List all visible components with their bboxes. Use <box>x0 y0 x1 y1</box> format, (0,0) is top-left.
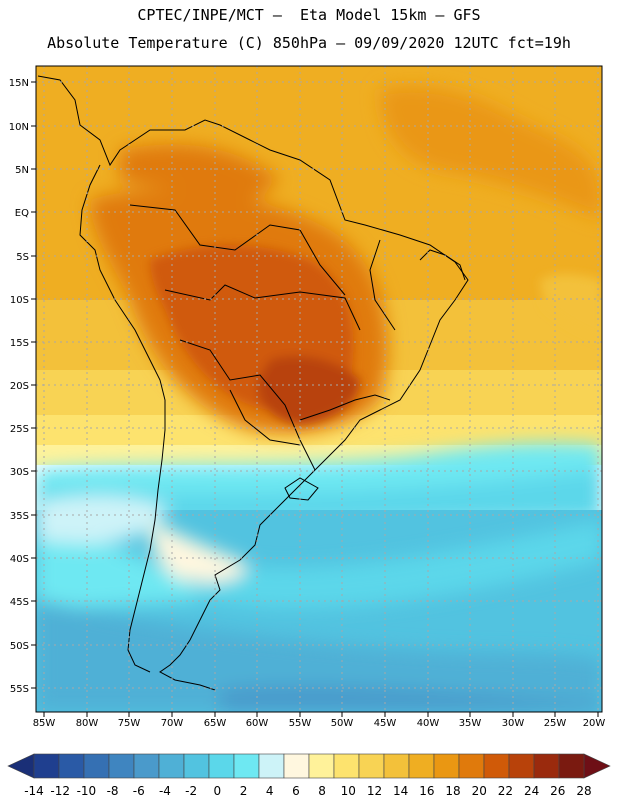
colorbar-label: -2 <box>185 784 197 798</box>
colorbar-label: 6 <box>292 784 300 798</box>
coastlines <box>37 75 469 691</box>
colorbar-label: -12 <box>50 784 70 798</box>
lon-label: 50W <box>331 718 354 729</box>
lat-label: 20S <box>10 381 29 392</box>
title-line-1: CPTEC/INPE/MCT — Eta Model 15km — GFS <box>137 6 481 24</box>
lat-label: 25S <box>10 424 29 435</box>
colorbar-over-arrow <box>583 753 611 779</box>
colorbar-swatch <box>358 753 385 779</box>
colorbar-swatch <box>558 753 585 779</box>
lon-label: 80W <box>76 718 99 729</box>
temperature-field <box>36 66 602 712</box>
colorbar-swatch <box>308 753 335 779</box>
lon-label: 70W <box>161 718 184 729</box>
colorbar <box>7 753 611 779</box>
colorbar-label: 28 <box>576 784 591 798</box>
lat-label: 5S <box>16 252 29 263</box>
colorbar-label: 4 <box>266 784 274 798</box>
colorbar-swatch <box>283 753 310 779</box>
lat-label: EQ <box>15 208 29 219</box>
gridlines <box>36 66 602 712</box>
title-line-2: Absolute Temperature (C) 850hPa — 09/09/… <box>47 34 571 52</box>
colorbar-swatch <box>258 753 285 779</box>
lon-label: 30W <box>502 718 525 729</box>
colorbar-swatch <box>533 753 560 779</box>
colorbar-swatch <box>133 753 160 779</box>
lat-label: 50S <box>10 641 29 652</box>
lon-label: 25W <box>544 718 567 729</box>
lat-label: 55S <box>10 684 29 695</box>
colorbar-swatch <box>508 753 535 779</box>
latitude-labels: 15N 10N 5N EQ 5S 10S 15S 20S 25S 30S 35S… <box>9 78 29 695</box>
colorbar-label: 22 <box>498 784 513 798</box>
lon-label: 65W <box>204 718 227 729</box>
colorbar-label: 2 <box>240 784 248 798</box>
colorbar-label: 8 <box>318 784 326 798</box>
lat-label: 35S <box>10 511 29 522</box>
colorbar-label: 26 <box>550 784 565 798</box>
colorbar-swatch <box>108 753 135 779</box>
lat-label: 45S <box>10 597 29 608</box>
lat-label: 5N <box>15 165 29 176</box>
colorbar-label: -10 <box>77 784 97 798</box>
colorbar-swatch <box>58 753 85 779</box>
colorbar-under-arrow <box>7 753 35 779</box>
lat-label: 10S <box>10 295 29 306</box>
lon-label: 45W <box>374 718 397 729</box>
colorbar-label: 0 <box>214 784 222 798</box>
colorbar-labels: -14 -12 -10 -8 -6 -4 -2 0 2 4 6 8 10 12 14 16 18 20 22 24 26… <box>24 784 591 798</box>
colorbar-swatch <box>183 753 210 779</box>
colorbar-label: -14 <box>24 784 44 798</box>
lat-label: 10N <box>9 122 29 133</box>
colorbar-label: 10 <box>341 784 356 798</box>
colorbar-swatch <box>333 753 360 779</box>
lon-label: 55W <box>289 718 312 729</box>
colorbar-swatch <box>208 753 235 779</box>
colorbar-swatch <box>433 753 460 779</box>
lon-label: 75W <box>118 718 141 729</box>
lon-label: 20W <box>583 718 606 729</box>
colorbar-label: 16 <box>419 784 434 798</box>
colorbar-swatch <box>483 753 510 779</box>
lon-label: 35W <box>459 718 482 729</box>
colorbar-label: 14 <box>393 784 408 798</box>
lat-label: 40S <box>10 554 29 565</box>
colorbar-swatch <box>158 753 185 779</box>
map-frame <box>35 65 603 713</box>
colorbar-label: 12 <box>367 784 382 798</box>
colorbar-label: -8 <box>107 784 119 798</box>
lat-label: 30S <box>10 467 29 478</box>
lon-label: 85W <box>33 718 56 729</box>
lat-label: 15N <box>9 78 29 89</box>
lon-label: 40W <box>417 718 440 729</box>
colorbar-swatch <box>383 753 410 779</box>
lat-label: 15S <box>10 338 29 349</box>
colorbar-swatch <box>83 753 110 779</box>
colorbar-swatch <box>408 753 435 779</box>
colorbar-label: 18 <box>445 784 460 798</box>
colorbar-label: -4 <box>159 784 171 798</box>
lon-label: 60W <box>246 718 269 729</box>
colorbar-label: 24 <box>524 784 539 798</box>
colorbar-swatch <box>233 753 260 779</box>
colorbar-swatch <box>33 753 60 779</box>
colorbar-label: 20 <box>472 784 487 798</box>
longitude-labels: 85W 80W 75W 70W 65W 60W 55W 50W 45W 40W … <box>33 718 606 729</box>
colorbar-swatch <box>458 753 485 779</box>
colorbar-label: -6 <box>133 784 145 798</box>
